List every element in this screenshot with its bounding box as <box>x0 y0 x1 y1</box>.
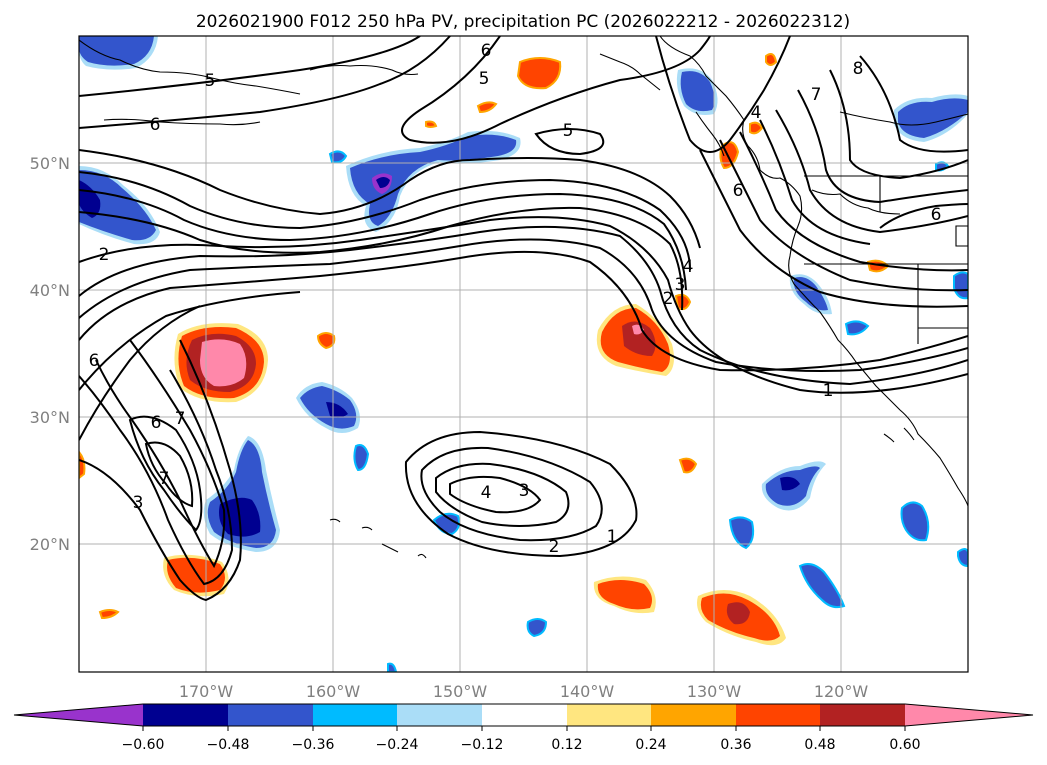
colorbar-segment <box>143 704 228 726</box>
contour-label: 5 <box>563 121 574 141</box>
lat-label: 50°N <box>30 154 70 173</box>
pv-contours <box>79 36 968 602</box>
colorbar-ticks <box>142 726 906 731</box>
map-title: 2026021900 F012 250 hPa PV, precipitatio… <box>196 12 850 32</box>
precip-positive-blob <box>749 121 764 135</box>
colorbar-tick-label: 0.12 <box>551 737 582 753</box>
precip-negative-blob <box>844 320 870 336</box>
precip-negative-blob <box>79 36 158 70</box>
contour-label: 5 <box>479 69 490 89</box>
precip-negative-blob <box>957 548 968 568</box>
contour-label: 1 <box>607 527 618 547</box>
colorbar-tick-label: 0.36 <box>720 737 751 753</box>
contour-label: 1 <box>823 381 834 401</box>
colorbar-segment <box>397 704 482 726</box>
contour-label: 2 <box>663 289 674 309</box>
contour-label: 6 <box>733 181 744 201</box>
colorbar-tick-label: −0.36 <box>292 737 335 753</box>
colorbar-tick-label: −0.48 <box>207 737 250 753</box>
colorbar-segment <box>651 704 736 726</box>
lat-axis-labels: 50°N 40°N 30°N 20°N <box>30 154 70 554</box>
precip-positive-blob <box>697 590 786 646</box>
contour-label: 3 <box>133 493 144 513</box>
contour-label: 7 <box>159 469 170 489</box>
lat-label: 30°N <box>30 408 70 427</box>
contour-label: 2 <box>99 245 110 265</box>
contour-label: 4 <box>481 483 492 503</box>
lon-label: 150°W <box>433 682 488 701</box>
precip-negative-blob <box>900 501 930 542</box>
lon-label: 160°W <box>306 682 361 701</box>
colorbar-segment <box>313 704 397 726</box>
contour-label: 6 <box>931 205 942 225</box>
precip-negative-blob <box>79 166 160 245</box>
precip-positive-blob <box>163 554 229 597</box>
precip-positive-blob <box>476 101 498 114</box>
lon-label: 130°W <box>687 682 742 701</box>
pv-contour-labels: 5 6 6 5 5 8 7 4 6 6 4 3 2 1 2 6 6 7 7 3 … <box>89 41 942 557</box>
contour-label: 6 <box>150 115 161 135</box>
colorbar-segment <box>228 704 313 726</box>
contour-label: 5 <box>205 71 216 91</box>
contour-label: 3 <box>519 481 530 501</box>
lon-label: 120°W <box>814 682 869 701</box>
map-panel: 5 6 6 5 5 8 7 4 6 6 4 3 2 1 2 6 6 7 7 3 … <box>79 36 968 672</box>
precip-negative-blob <box>728 516 755 550</box>
precip-negative-blob <box>798 563 846 609</box>
precip-positive-blob <box>596 304 674 376</box>
lon-label: 170°W <box>179 682 234 701</box>
precip-positive-blob <box>174 323 268 403</box>
colorbar-tick-label: −0.24 <box>376 737 419 753</box>
contour-label: 6 <box>89 351 100 371</box>
colorbar-extend-high <box>905 704 1033 726</box>
graticule <box>79 36 968 672</box>
colorbar-segment <box>482 704 567 726</box>
precip-negative-blob <box>328 150 348 164</box>
colorbar-segment <box>736 704 820 726</box>
coastlines <box>79 36 968 559</box>
contour-label: 7 <box>175 409 186 429</box>
contour-label: 6 <box>481 41 492 61</box>
precip-negative-blob <box>296 382 360 433</box>
lon-axis-labels: 170°W 160°W 150°W 140°W 130°W 120°W <box>179 682 869 701</box>
precipitation-anomaly-layer <box>79 36 968 672</box>
contour-label: 3 <box>675 275 686 295</box>
precip-positive-blob <box>593 576 656 614</box>
colorbar-tick-label: 0.24 <box>635 737 666 753</box>
colorbar-segment <box>567 704 651 726</box>
precip-positive-blob <box>678 457 698 474</box>
contour-label: 2 <box>549 537 560 557</box>
colorbar-segment <box>820 704 905 726</box>
precip-positive-blob <box>425 120 438 128</box>
colorbar: −0.60 −0.48 −0.36 −0.24 −0.12 0.12 0.24 … <box>13 703 1034 753</box>
contour-label: 7 <box>811 85 822 105</box>
colorbar-extend-low <box>14 704 143 726</box>
precip-negative-blob <box>387 662 398 672</box>
precip-positive-blob <box>765 53 778 66</box>
colorbar-tick-label: −0.12 <box>461 737 504 753</box>
precip-negative-blob <box>676 68 718 115</box>
precip-positive-blob <box>516 57 562 90</box>
precip-positive-blob <box>98 609 120 620</box>
colorbar-tick-label: −0.60 <box>122 737 165 753</box>
contour-label: 6 <box>151 413 162 433</box>
lon-label: 140°W <box>560 682 615 701</box>
contour-label: 4 <box>751 103 762 123</box>
precip-negative-blob <box>353 444 370 472</box>
precip-negative-blob <box>526 618 548 638</box>
precip-negative-blob <box>346 130 521 232</box>
colorbar-tick-label: 0.60 <box>889 737 920 753</box>
precip-negative-blob <box>953 271 968 300</box>
precip-negative-blob <box>761 461 826 511</box>
contour-label: 4 <box>683 257 694 277</box>
lat-label: 40°N <box>30 281 70 300</box>
lat-label: 20°N <box>30 535 70 554</box>
precip-positive-blob <box>79 450 86 480</box>
colorbar-tick-label: 0.48 <box>804 737 835 753</box>
precip-negative-blob <box>894 94 968 142</box>
precip-negative-blob <box>789 274 832 315</box>
map-frame <box>78 35 969 673</box>
contour-label: 8 <box>853 59 864 79</box>
